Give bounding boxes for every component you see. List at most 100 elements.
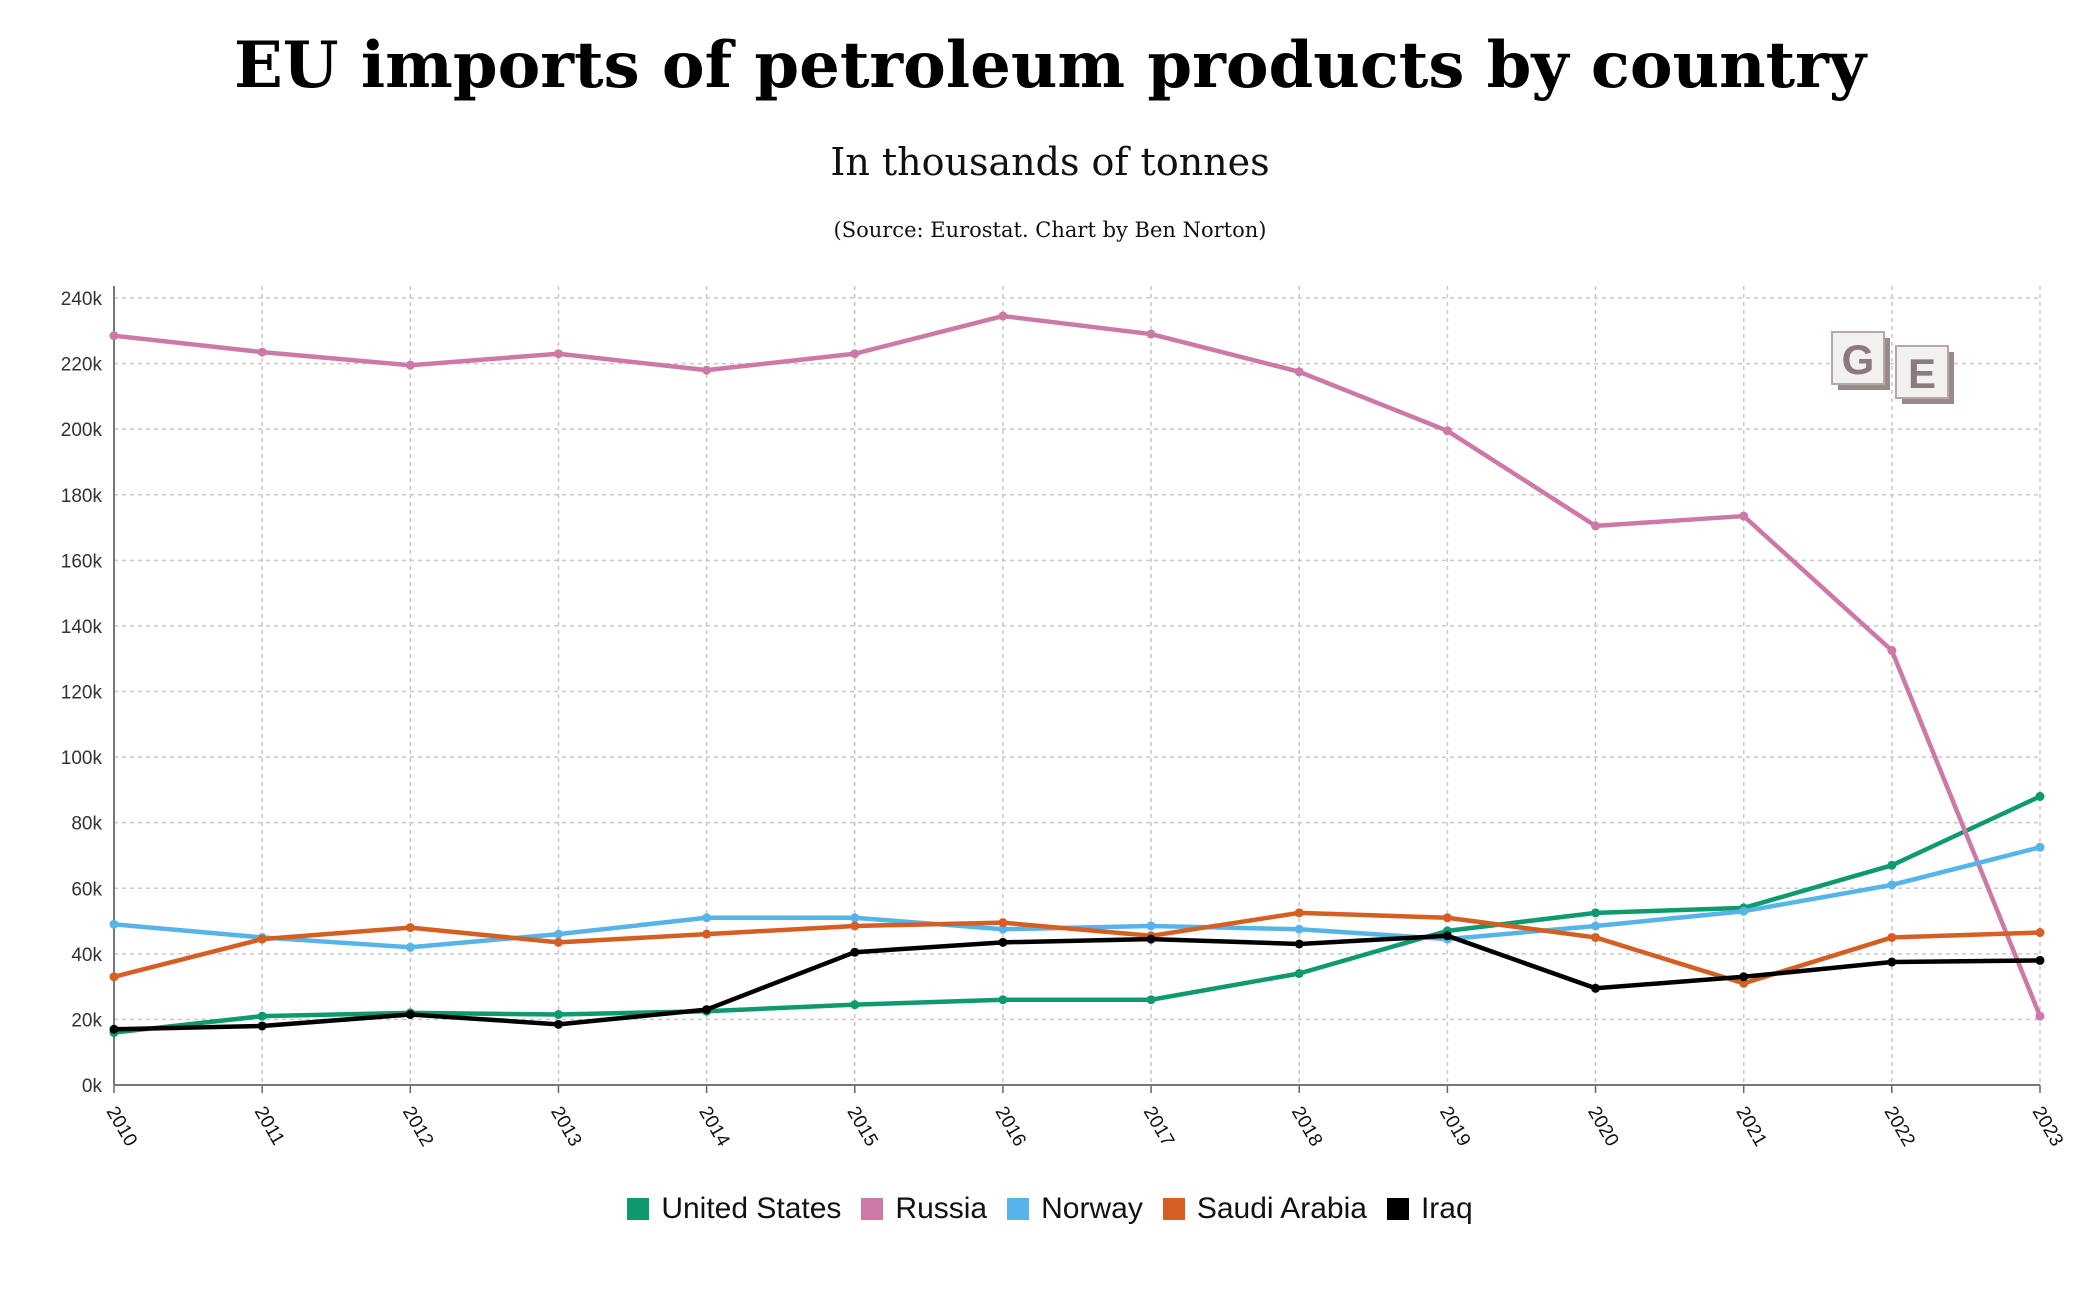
y-tick-label: 80k bbox=[71, 814, 102, 835]
legend-swatch bbox=[1163, 1198, 1185, 1220]
x-axis-ticks: 2010 2011 2012 2013 2014 2015 2016 2017 2018 2019… bbox=[102, 1103, 2067, 1150]
data-point-norway bbox=[1147, 921, 1156, 930]
legend-swatch bbox=[1387, 1198, 1409, 1220]
data-point-saudi-arabia bbox=[406, 923, 415, 932]
data-point-norway bbox=[2036, 843, 2045, 852]
data-point-russia bbox=[1887, 646, 1896, 655]
data-point-russia bbox=[702, 366, 711, 375]
legend-item-iraq[interactable]: Iraq bbox=[1387, 1192, 1473, 1226]
data-point-iraq bbox=[2036, 956, 2045, 965]
y-tick-label: 0k bbox=[82, 1076, 103, 1097]
data-point-saudi-arabia bbox=[1295, 908, 1304, 917]
data-point-united-states bbox=[2036, 792, 2045, 801]
x-tick-label: 2023 bbox=[2028, 1103, 2067, 1150]
data-point-iraq bbox=[110, 1025, 119, 1034]
x-tick-label: 2011 bbox=[250, 1103, 289, 1149]
y-tick-label: 60k bbox=[71, 879, 102, 900]
data-point-iraq bbox=[1295, 939, 1304, 948]
data-point-russia bbox=[110, 331, 119, 340]
x-tick-label: 2012 bbox=[398, 1103, 437, 1150]
x-tick-label: 2017 bbox=[1139, 1103, 1178, 1150]
legend-item-united-states[interactable]: United States bbox=[627, 1192, 841, 1226]
data-point-united-states bbox=[850, 1000, 859, 1009]
legend-item-norway[interactable]: Norway bbox=[1007, 1192, 1143, 1226]
y-axis-ticks: 0k 20k 40k 60k 80k 100k 120k 140k 160k 180k 200k 22… bbox=[61, 289, 103, 1097]
data-point-norway bbox=[554, 930, 563, 939]
x-tick-label: 2013 bbox=[546, 1103, 585, 1150]
legend-swatch bbox=[861, 1198, 883, 1220]
legend-label: Iraq bbox=[1421, 1192, 1473, 1226]
x-tick-label: 2014 bbox=[694, 1103, 734, 1150]
data-point-iraq bbox=[702, 1005, 711, 1014]
legend-label: Norway bbox=[1041, 1192, 1143, 1226]
legend-label: United States bbox=[661, 1192, 841, 1226]
y-tick-label: 140k bbox=[61, 617, 103, 638]
data-point-iraq bbox=[554, 1020, 563, 1029]
data-point-russia bbox=[1739, 512, 1748, 521]
y-tick-label: 20k bbox=[71, 1010, 102, 1031]
legend-item-russia[interactable]: Russia bbox=[861, 1192, 987, 1226]
data-point-norway bbox=[406, 943, 415, 952]
data-point-norway bbox=[1887, 880, 1896, 889]
data-point-saudi-arabia bbox=[850, 921, 859, 930]
y-tick-label: 180k bbox=[61, 486, 103, 507]
legend-swatch bbox=[627, 1198, 649, 1220]
data-point-russia bbox=[850, 349, 859, 358]
logo-letter-e: E bbox=[1908, 350, 1936, 397]
data-point-russia bbox=[1147, 330, 1156, 339]
data-point-saudi-arabia bbox=[554, 938, 563, 947]
data-point-saudi-arabia bbox=[2036, 928, 2045, 937]
data-point-russia bbox=[406, 361, 415, 370]
data-point-iraq bbox=[1147, 935, 1156, 944]
x-tick-label: 2018 bbox=[1287, 1103, 1326, 1150]
grid-lines bbox=[114, 286, 2040, 1085]
data-point-norway bbox=[1739, 907, 1748, 916]
logo-letter-g: G bbox=[1842, 336, 1875, 383]
legend-swatch bbox=[1007, 1198, 1029, 1220]
x-tick-label: 2019 bbox=[1435, 1103, 1474, 1150]
line-chart: 0k 20k 40k 60k 80k 100k 120k 140k 160k 180k 200k 22… bbox=[0, 0, 2100, 1180]
data-point-iraq bbox=[1739, 972, 1748, 981]
data-point-russia bbox=[1295, 367, 1304, 376]
y-tick-label: 200k bbox=[61, 420, 103, 441]
legend-label: Saudi Arabia bbox=[1197, 1192, 1367, 1226]
data-point-iraq bbox=[1591, 984, 1600, 993]
data-point-iraq bbox=[998, 938, 1007, 947]
data-point-united-states bbox=[1295, 969, 1304, 978]
data-point-united-states bbox=[1887, 861, 1896, 870]
y-tick-label: 160k bbox=[61, 551, 103, 572]
data-point-russia bbox=[1591, 521, 1600, 530]
x-tick-label: 2020 bbox=[1583, 1103, 1622, 1150]
series-line-norway bbox=[114, 847, 2040, 947]
data-point-saudi-arabia bbox=[1443, 913, 1452, 922]
y-tick-label: 240k bbox=[61, 289, 103, 310]
data-point-saudi-arabia bbox=[702, 930, 711, 939]
data-point-saudi-arabia bbox=[258, 935, 267, 944]
data-point-saudi-arabia bbox=[998, 918, 1007, 927]
data-point-saudi-arabia bbox=[110, 972, 119, 981]
data-point-russia bbox=[1443, 426, 1452, 435]
data-point-united-states bbox=[554, 1010, 563, 1019]
legend-item-saudi-arabia[interactable]: Saudi Arabia bbox=[1163, 1192, 1367, 1226]
data-point-norway bbox=[850, 913, 859, 922]
series-line-united-states bbox=[114, 796, 2040, 1032]
data-point-russia bbox=[2036, 1012, 2045, 1021]
data-point-norway bbox=[1591, 921, 1600, 930]
series-russia bbox=[110, 312, 2045, 1021]
data-point-norway bbox=[1295, 925, 1304, 934]
x-tick-label: 2021 bbox=[1731, 1103, 1770, 1150]
x-tick-label: 2016 bbox=[991, 1103, 1030, 1150]
x-tick-label: 2010 bbox=[102, 1103, 141, 1150]
ge-logo: G E bbox=[1830, 330, 1960, 410]
x-tick-label: 2022 bbox=[1880, 1103, 1919, 1150]
y-tick-label: 220k bbox=[61, 355, 103, 376]
data-point-united-states bbox=[998, 995, 1007, 1004]
data-point-united-states bbox=[1147, 995, 1156, 1004]
chart-legend: United States Russia Norway Saudi Arabia Ira… bbox=[0, 1192, 2100, 1226]
data-point-norway bbox=[110, 920, 119, 929]
data-point-united-states bbox=[1591, 908, 1600, 917]
y-tick-label: 40k bbox=[71, 945, 102, 966]
data-point-iraq bbox=[406, 1010, 415, 1019]
data-point-iraq bbox=[850, 948, 859, 957]
legend-label: Russia bbox=[895, 1192, 987, 1226]
